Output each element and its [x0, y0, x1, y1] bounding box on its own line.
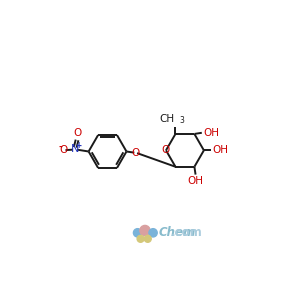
Circle shape — [149, 229, 157, 237]
Text: +: + — [75, 142, 82, 151]
Text: O: O — [59, 145, 67, 155]
Text: .com: .com — [171, 226, 203, 239]
Circle shape — [140, 225, 150, 236]
Text: 3: 3 — [180, 116, 184, 125]
Text: O: O — [162, 145, 170, 155]
Text: OH: OH — [188, 176, 204, 186]
Text: N: N — [71, 144, 80, 154]
Circle shape — [134, 229, 142, 237]
Text: O: O — [73, 128, 81, 138]
Text: CH: CH — [159, 114, 174, 124]
Text: OH: OH — [213, 145, 229, 155]
Text: Chem: Chem — [158, 226, 196, 239]
Text: O: O — [132, 148, 140, 158]
Circle shape — [144, 236, 151, 242]
Text: OH: OH — [203, 128, 219, 138]
Text: -: - — [58, 143, 62, 152]
Circle shape — [137, 236, 144, 242]
